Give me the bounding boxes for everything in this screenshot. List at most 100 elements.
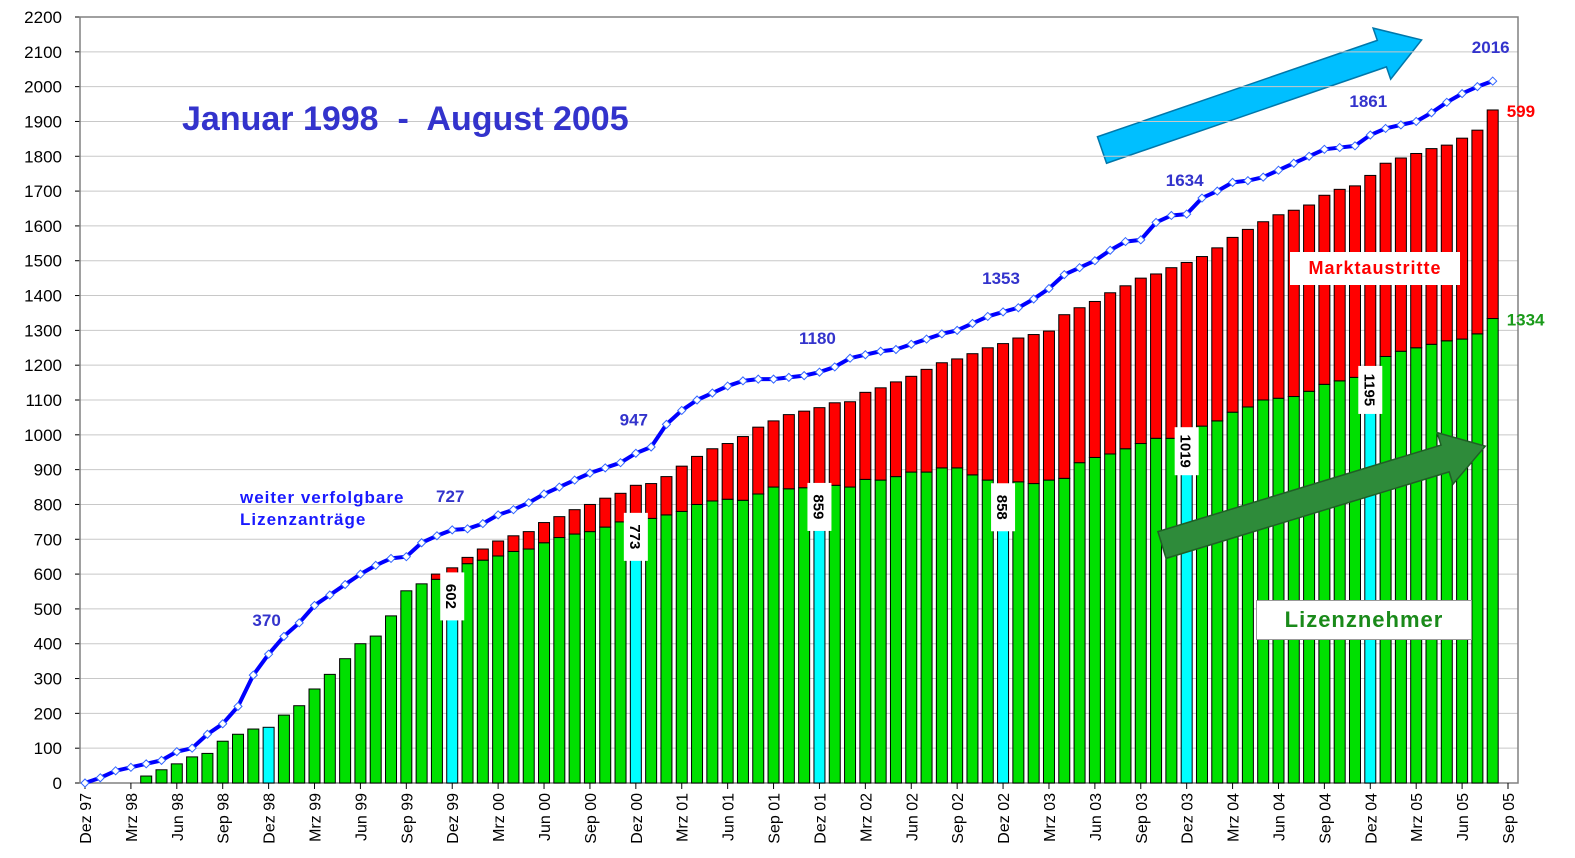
line-marker	[325, 590, 335, 600]
data-label-box	[1174, 427, 1199, 476]
y-tick-label: 300	[34, 670, 62, 689]
line-marker	[1090, 256, 1100, 266]
line-marker	[279, 631, 289, 642]
bar-segment	[691, 503, 704, 784]
line-marker	[585, 468, 595, 478]
bar-segment	[874, 387, 887, 481]
bar-segment	[568, 509, 581, 535]
line-marker	[1411, 116, 1421, 127]
bar-segment	[1486, 318, 1499, 784]
line-marker	[998, 307, 1008, 317]
bar-segment	[1150, 273, 1163, 439]
bar-segment	[354, 643, 367, 784]
bar-segment	[905, 375, 918, 473]
x-tick-label: Sep 04	[1317, 793, 1334, 844]
bar-segment	[522, 548, 535, 784]
bar-segment	[1195, 425, 1208, 784]
line-marker	[967, 318, 978, 329]
bar-segment	[308, 688, 321, 784]
line-marker	[661, 419, 672, 430]
line-marker	[707, 388, 718, 398]
line-marker	[202, 729, 213, 739]
line-marker	[1166, 210, 1177, 221]
y-tick-label: 1000	[24, 426, 62, 445]
bar-segment	[1195, 256, 1208, 427]
line-marker	[1074, 262, 1085, 273]
bar-segment	[1257, 221, 1270, 401]
bar-segment	[186, 756, 199, 784]
line-label: 1861	[1349, 92, 1387, 111]
line-marker	[753, 374, 763, 384]
bar-segment	[1394, 350, 1407, 784]
bar-segment	[1027, 334, 1040, 485]
line-marker	[294, 618, 304, 628]
bar-segment	[1486, 109, 1499, 320]
bar-segment	[935, 467, 948, 784]
line-marker	[1319, 144, 1330, 155]
bar-segment	[736, 436, 749, 501]
line-marker	[631, 448, 641, 458]
bar-segment	[660, 514, 673, 784]
y-tick-label: 800	[34, 495, 62, 514]
line-marker	[799, 370, 809, 381]
line-marker	[1120, 236, 1131, 247]
line-label: 1634	[1166, 171, 1204, 190]
line-marker	[355, 569, 366, 579]
y-tick-label: 1900	[24, 112, 62, 131]
line-marker	[860, 350, 871, 360]
bar-segment	[583, 531, 596, 784]
bar-segment	[339, 658, 352, 784]
bar-segment	[553, 537, 566, 784]
line-marker	[830, 362, 840, 372]
x-tick-label: Jun 03	[1088, 793, 1105, 841]
line-marker	[416, 538, 427, 548]
bar-segment	[782, 414, 795, 490]
bar-segment	[767, 420, 780, 488]
bar-segment	[966, 474, 979, 784]
bar-segment	[1104, 453, 1117, 784]
line-marker	[401, 551, 412, 562]
bar-segment	[1333, 188, 1346, 382]
bar-segment	[1211, 420, 1224, 784]
data-label: 858	[993, 495, 1010, 520]
y-tick-label: 2100	[24, 43, 62, 62]
line-marker	[1487, 76, 1498, 86]
bar-segment	[1088, 300, 1101, 458]
line-label: 370	[252, 611, 280, 630]
bar-segment	[415, 583, 428, 784]
y-tick-label: 600	[34, 565, 62, 584]
x-tick-label: Sep 01	[767, 793, 784, 844]
bar-segment	[1410, 347, 1423, 784]
x-tick-label: Sep 98	[216, 793, 233, 844]
x-tick-label: Dez 99	[445, 793, 462, 844]
x-tick-label: Sep 99	[399, 793, 416, 844]
data-label-box	[991, 483, 1016, 532]
x-tick-label: Jun 01	[721, 793, 738, 841]
y-tick-label: 200	[34, 704, 62, 723]
line-marker	[371, 560, 381, 571]
data-label-box	[807, 482, 832, 531]
bar-segment	[1119, 285, 1132, 450]
line-marker	[1396, 120, 1406, 130]
bar-segment	[1180, 427, 1193, 784]
bar-segment	[905, 471, 918, 784]
x-tick-label: Mrz 02	[858, 793, 875, 842]
x-tick-label: Jun 05	[1455, 793, 1472, 841]
line-marker	[539, 489, 549, 499]
x-tick-label: Dez 97	[78, 793, 95, 844]
x-tick-label: Mrz 03	[1042, 793, 1059, 842]
bar-segment	[844, 486, 857, 784]
line-marker	[692, 395, 702, 405]
line-label: 727	[436, 487, 464, 506]
bar-segment	[1303, 390, 1316, 784]
line-marker	[937, 329, 947, 339]
bar-segment	[1134, 277, 1147, 445]
y-tick-label: 900	[34, 461, 62, 480]
bar-segment	[1042, 479, 1055, 784]
bar-segment	[1456, 338, 1469, 784]
x-tick-label: Jun 00	[537, 793, 554, 841]
bar-segment	[828, 402, 841, 486]
line-marker	[1197, 193, 1207, 203]
data-label: 602	[442, 584, 459, 609]
line-marker	[1273, 165, 1284, 175]
